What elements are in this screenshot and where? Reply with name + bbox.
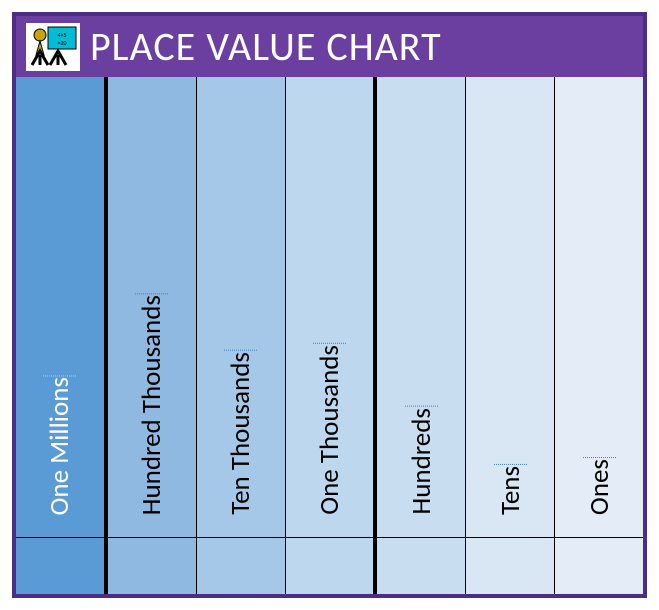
label-cell: Tens [466,77,555,538]
place-value-chart: 4×5 =20 PLACE VALUE CHART One Millions Hu… [12,12,647,598]
column-label: Hundred Thousands [135,293,168,515]
chart-body: One Millions Hundred Thousands Ten Thousan… [16,77,643,594]
label-cell: One Thousands [286,77,375,538]
label-cell: Ten Thousands [197,77,286,538]
column-label: Tens [494,464,527,515]
value-cell [197,538,286,594]
value-cell [105,538,197,594]
value-cell [374,538,466,594]
labels-row: One Millions Hundred Thousands Ten Thousan… [16,77,643,538]
value-cell [466,538,555,594]
column-label: Ones [583,457,616,515]
svg-text:=20: =20 [57,39,66,47]
column-label: One Thousands [313,343,346,515]
values-row [16,538,643,594]
logo-icon: 4×5 =20 [26,23,80,71]
label-cell: Hundred Thousands [105,77,197,538]
label-cell: One Millions [16,77,105,538]
value-cell [286,538,375,594]
chart-title: PLACE VALUE CHART [90,22,442,71]
svg-text:4×5: 4×5 [57,31,66,39]
column-label: Ten Thousands [224,350,257,515]
label-cell: Hundreds [374,77,466,538]
label-cell: Ones [555,77,643,538]
column-label: One Millions [43,375,76,515]
value-cell [16,538,105,594]
chart-header: 4×5 =20 PLACE VALUE CHART [16,16,643,77]
value-cell [555,538,643,594]
column-label: Hundreds [405,406,438,515]
chart-container: 4×5 =20 PLACE VALUE CHART One Millions Hu… [0,0,659,610]
